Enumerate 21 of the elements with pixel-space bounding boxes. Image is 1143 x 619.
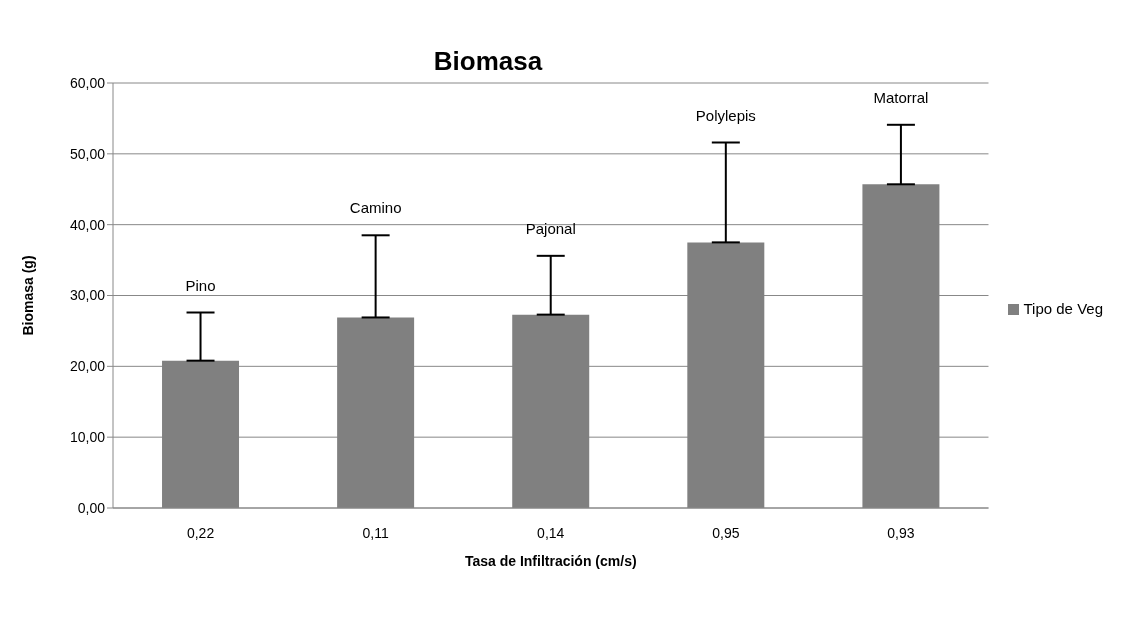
chart-title: Biomasa <box>433 46 543 76</box>
y-tick-label: 0,00 <box>77 499 106 516</box>
y-tick-label: 50,00 <box>69 145 106 162</box>
annotation: Pino <box>185 276 216 294</box>
annotation: Pajonal <box>525 219 576 237</box>
annotation: Polylepis <box>695 106 756 124</box>
legend-label: Tipo de Veg <box>1023 299 1103 317</box>
y-tick-label: 10,00 <box>69 429 106 446</box>
x-axis-title: Tasa de Infiltración (cm/s) <box>464 553 637 569</box>
annotation: Camino <box>349 199 402 217</box>
annotation: Matorral <box>873 88 929 106</box>
x-tick-label: 0,93 <box>887 524 915 541</box>
y-tick-label: 40,00 <box>69 216 106 233</box>
x-tick-label: 0,11 <box>362 524 389 541</box>
x-tick-label: 0,95 <box>712 524 740 541</box>
y-tick-label: 60,00 <box>69 74 106 91</box>
x-tick-label: 0,14 <box>537 524 565 541</box>
y-tick-label: 30,00 <box>69 287 106 304</box>
y-axis-title: Biomasa (g) <box>19 255 36 336</box>
x-tick-label: 0,22 <box>186 524 215 541</box>
y-tick-label: 20,00 <box>69 358 106 375</box>
